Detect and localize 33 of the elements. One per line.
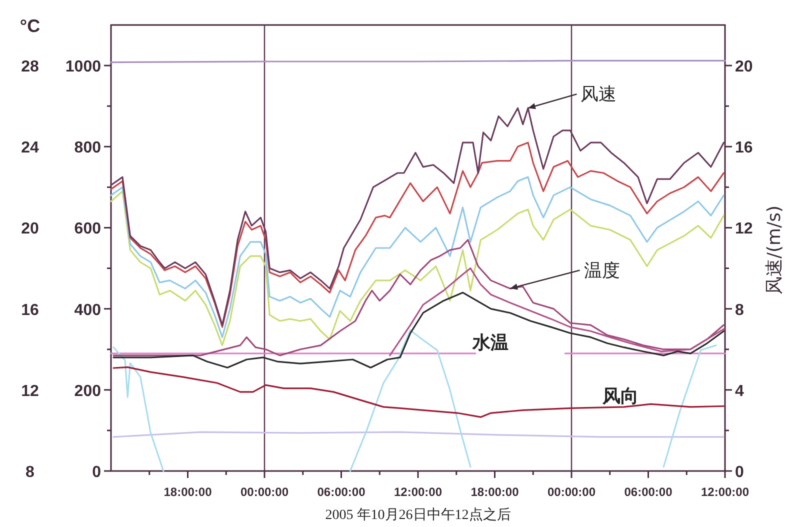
y2-tick-label: 16: [735, 140, 753, 157]
annotation: 温度: [584, 260, 620, 280]
y3-tick-label: 24: [21, 140, 39, 157]
x-tick-label: 12:00:00: [700, 485, 750, 499]
y-tick-label: 800: [74, 140, 102, 157]
annotation: 水温: [471, 332, 508, 353]
y3-tick-label: 20: [21, 220, 39, 238]
y3-tick-label: 28: [21, 58, 39, 76]
x-tick-label: 00:00:00: [240, 485, 289, 499]
y-tick-label: 200: [74, 382, 102, 400]
y-tick-label: 400: [74, 302, 102, 319]
y2-tick-label: 8: [735, 302, 744, 319]
y-tick-label: 600: [74, 220, 102, 238]
y3-tick-label: 8: [26, 464, 35, 481]
y2-axis-title: 风速/(m/s): [764, 205, 785, 295]
y3-tick-label: 12: [21, 382, 39, 400]
y-tick-label: 0: [92, 464, 102, 481]
y-tick-label: 1000: [65, 58, 102, 76]
x-axis-title: 2005 年10月26日中午12点之后: [325, 507, 511, 523]
y2-tick-label: 20: [735, 58, 753, 76]
x-tick-label: 18:00:00: [164, 485, 212, 499]
y2-tick-label: 0: [735, 464, 744, 481]
y3-axis-title: °C: [20, 16, 40, 36]
x-tick-label: 18:00:00: [470, 485, 520, 499]
y2-tick-label: 4: [735, 382, 744, 400]
x-tick-label: 00:00:00: [547, 485, 596, 499]
x-tick-label: 06:00:00: [624, 485, 673, 499]
x-tick-label: 06:00:00: [317, 485, 366, 499]
x-tick-label: 12:00:00: [394, 485, 442, 499]
annotation: 风速: [580, 84, 617, 104]
y3-tick-label: 16: [21, 302, 39, 319]
y2-tick-label: 12: [735, 220, 753, 238]
annotation: 风向: [602, 386, 639, 406]
